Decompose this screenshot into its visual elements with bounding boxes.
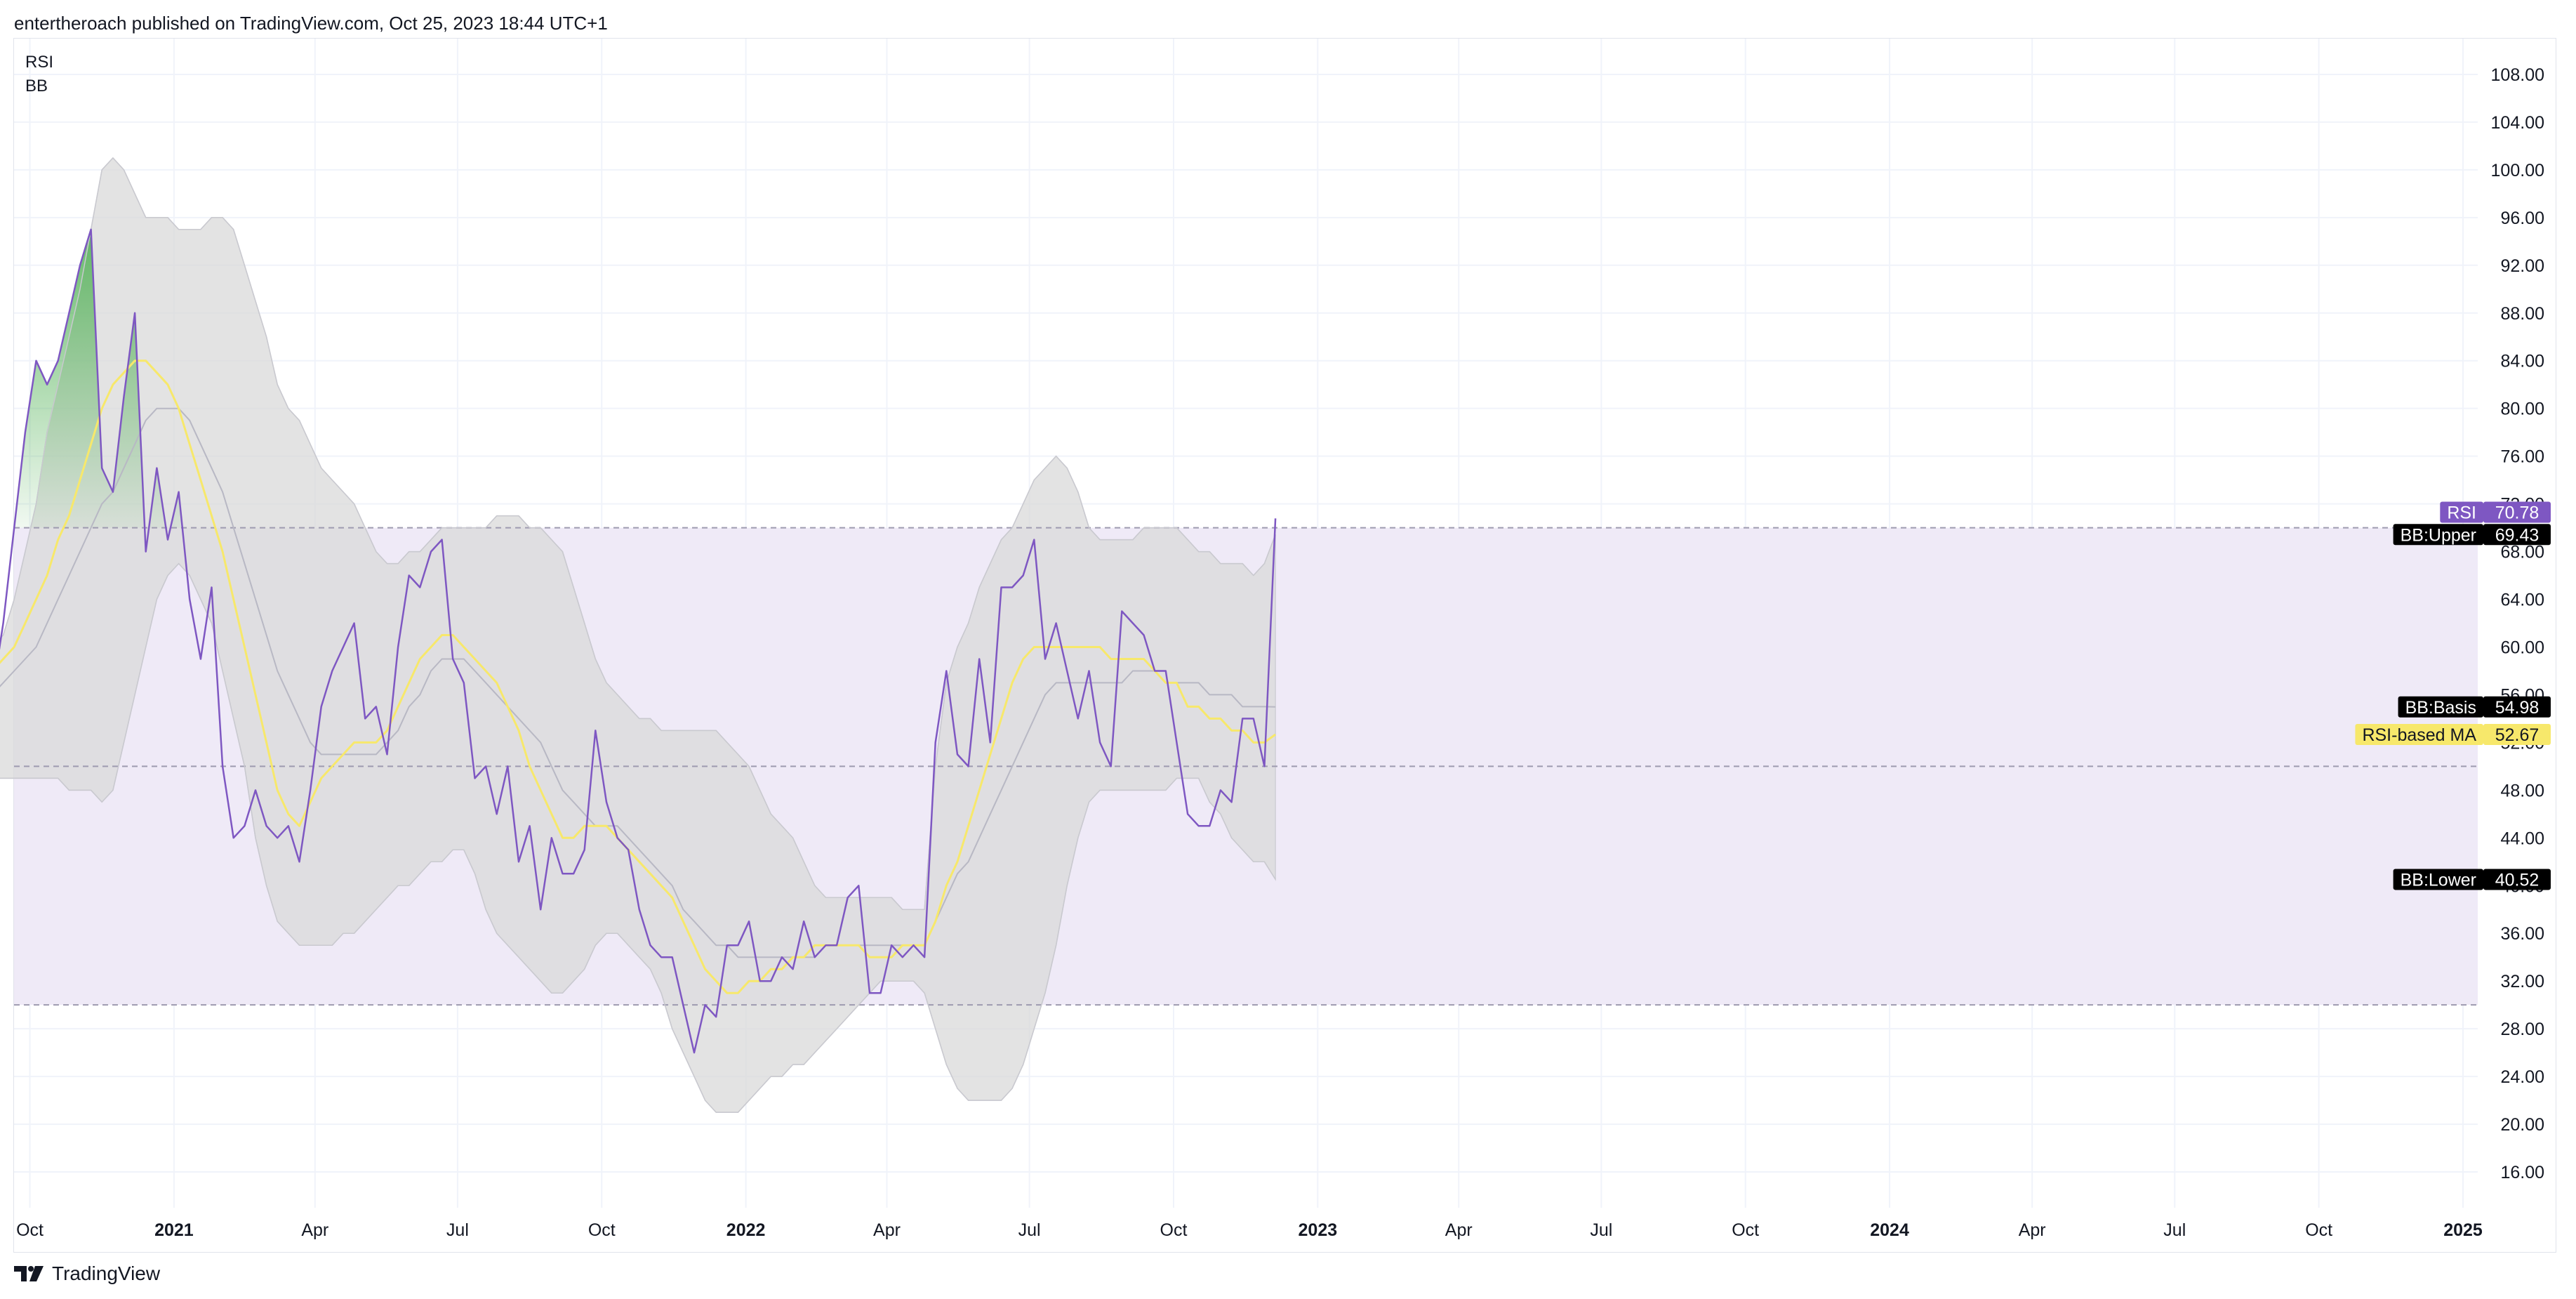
y-tick-label: 80.00 bbox=[2500, 400, 2544, 419]
rsi-levels bbox=[14, 527, 2478, 1006]
y-axis[interactable]: 16.0020.0024.0028.0032.0036.0040.0044.00… bbox=[2491, 65, 2544, 1182]
y-tick-label: 96.00 bbox=[2500, 209, 2544, 228]
footer: TradingView bbox=[14, 1262, 160, 1285]
y-tick-label: 88.00 bbox=[2500, 304, 2544, 324]
value-label-name-box bbox=[2393, 869, 2483, 890]
y-tick-label: 36.00 bbox=[2500, 924, 2544, 944]
tradingview-brand: TradingView bbox=[52, 1262, 161, 1284]
value-label-name: BB:Lower bbox=[2401, 870, 2476, 890]
legend-item-bb[interactable]: BB bbox=[25, 77, 48, 95]
value-label-value: 54.98 bbox=[2495, 698, 2540, 718]
value-label-name-box bbox=[2440, 501, 2483, 523]
x-tick-label: Jul bbox=[1018, 1220, 1041, 1240]
y-tick-label: 92.00 bbox=[2500, 256, 2544, 276]
legend-item-rsi[interactable]: RSI bbox=[25, 53, 54, 72]
x-tick-label: 2023 bbox=[1299, 1220, 1338, 1240]
value-label: RSI 70.78 bbox=[2440, 501, 2551, 523]
x-tick-label: Apr bbox=[873, 1220, 901, 1240]
value-label: BB:Basis 54.98 bbox=[2398, 696, 2551, 718]
value-label-value-box bbox=[2483, 696, 2551, 718]
x-tick-label: Jul bbox=[2163, 1220, 2186, 1240]
y-tick-label: 100.00 bbox=[2491, 161, 2544, 180]
value-label-value-box bbox=[2483, 869, 2551, 890]
y-tick-label: 24.00 bbox=[2500, 1067, 2544, 1087]
value-labels: RSI 70.78 BB:Upper 69.43 BB:Basis 54.98 RSI-ba… bbox=[2355, 501, 2551, 890]
x-tick-label: Jul bbox=[1590, 1220, 1612, 1240]
x-tick-label: Oct bbox=[1160, 1220, 1188, 1240]
x-tick-label: Apr bbox=[2019, 1220, 2046, 1240]
value-label-name: BB:Upper bbox=[2401, 525, 2476, 545]
x-tick-label: Oct bbox=[16, 1220, 44, 1240]
series-lines bbox=[0, 157, 1277, 1113]
x-tick-label: 2022 bbox=[726, 1220, 766, 1240]
value-label-value: 69.43 bbox=[2495, 525, 2540, 545]
value-label: RSI-based MA 52.67 bbox=[2355, 724, 2551, 746]
overbought-fill bbox=[14, 229, 1276, 528]
value-label: BB:Lower 40.52 bbox=[2393, 869, 2551, 890]
x-tick-label: 2021 bbox=[154, 1220, 194, 1240]
value-label: BB:Upper 69.43 bbox=[2393, 524, 2551, 546]
rsi-chart[interactable]: 16.0020.0024.0028.0032.0036.0040.0044.00… bbox=[0, 0, 2576, 1257]
tradingview-logo-icon bbox=[14, 1266, 44, 1281]
value-label-name-box bbox=[2355, 724, 2483, 746]
bb-basis-line bbox=[0, 407, 1276, 958]
x-tick-label: Jul bbox=[446, 1220, 469, 1240]
bb-upper-line bbox=[0, 157, 1276, 911]
rsi-line bbox=[0, 228, 1277, 1054]
value-label-value-box bbox=[2483, 501, 2551, 523]
y-tick-label: 68.00 bbox=[2500, 543, 2544, 562]
indicator-legend: RSI BB bbox=[25, 51, 53, 98]
value-label-name: RSI bbox=[2447, 503, 2476, 522]
x-tick-label: 2025 bbox=[2443, 1220, 2483, 1240]
y-tick-label: 64.00 bbox=[2500, 591, 2544, 610]
value-label-name: RSI-based MA bbox=[2362, 725, 2476, 745]
value-label-name: BB:Basis bbox=[2405, 698, 2476, 718]
value-label-name-box bbox=[2398, 696, 2483, 718]
x-tick-label: Oct bbox=[588, 1220, 616, 1240]
y-tick-label: 60.00 bbox=[2500, 638, 2544, 657]
overbought-area bbox=[14, 229, 1276, 528]
y-tick-label: 104.00 bbox=[2491, 113, 2544, 133]
y-tick-label: 76.00 bbox=[2500, 447, 2544, 467]
value-label-value: 40.52 bbox=[2495, 870, 2540, 890]
y-tick-label: 16.00 bbox=[2500, 1163, 2544, 1182]
y-tick-label: 32.00 bbox=[2500, 972, 2544, 991]
x-tick-label: 2024 bbox=[1870, 1220, 1909, 1240]
publish-header: entertheroach published on TradingView.c… bbox=[14, 13, 608, 34]
value-label-value-box bbox=[2483, 524, 2551, 546]
x-tick-label: Oct bbox=[1732, 1220, 1759, 1240]
y-tick-label: 48.00 bbox=[2500, 781, 2544, 800]
x-axis[interactable]: Oct 2021 Apr Jul Oct 2022 Apr Jul Oct 2023 Apr Jul O… bbox=[16, 1220, 2483, 1240]
x-tick-label: Apr bbox=[1445, 1220, 1473, 1240]
y-tick-label: 44.00 bbox=[2500, 829, 2544, 848]
x-tick-label: Oct bbox=[2305, 1220, 2332, 1240]
y-tick-label: 108.00 bbox=[2491, 65, 2544, 85]
value-label-name-box bbox=[2393, 524, 2483, 546]
value-label-value: 70.78 bbox=[2495, 503, 2540, 522]
bb-lower-line bbox=[0, 562, 1276, 1113]
value-label-value: 52.67 bbox=[2495, 725, 2540, 745]
y-tick-label: 84.00 bbox=[2500, 352, 2544, 371]
x-tick-label: Apr bbox=[301, 1220, 328, 1240]
value-label-value-box bbox=[2483, 724, 2551, 746]
y-tick-label: 20.00 bbox=[2500, 1115, 2544, 1135]
y-tick-label: 28.00 bbox=[2500, 1020, 2544, 1039]
